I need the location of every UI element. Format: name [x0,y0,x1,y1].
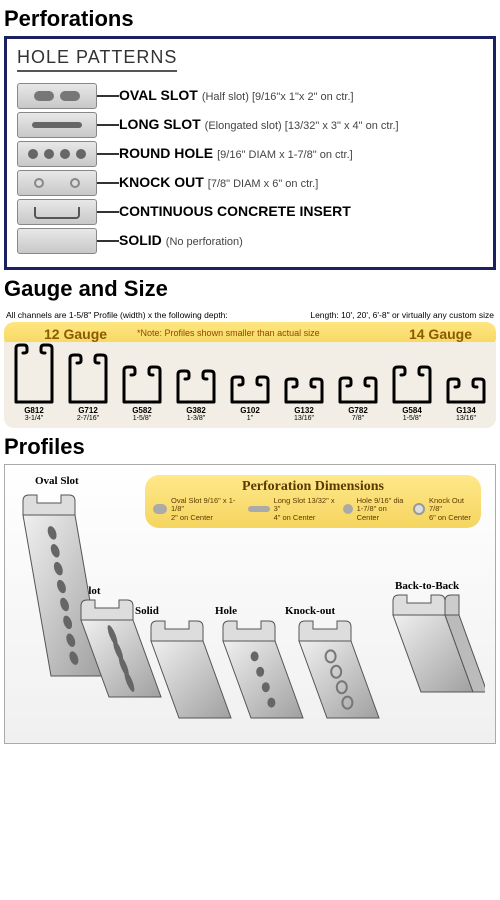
channel-icon [283,376,325,406]
gauge-intro: All channels are 1-5/8" Profile (width) … [0,306,500,322]
gauge-profile-code: G132 [280,406,328,415]
hole-pattern-row: CONTINUOUS CONCRETE INSERT [17,199,483,225]
gauge-profile-dim: 1" [226,415,274,422]
gauge-profile-code: G584 [388,406,436,415]
hole-pattern-dims: [9/16" DIAM x 1-7/8" on ctr.] [217,149,353,161]
hole-pattern-name: OVAL SLOT [119,87,198,103]
hole-pattern-sub: (Half slot) [202,91,252,103]
channel-icon [13,342,55,406]
channel-icon [445,376,487,406]
hole-pattern-row: OVAL SLOT (Half slot) [9/16"x 1"x 2" on c… [17,83,483,109]
hole-pattern-chip-long [17,112,97,138]
hole-pattern-name: LONG SLOT [119,116,201,132]
hole-pattern-chip-cci [17,199,97,225]
gauge-profile-dim: 1-5/8" [118,415,166,422]
hole-pattern-sub: (No perforation) [166,236,243,248]
hole-patterns-panel: HOLE PATTERNS OVAL SLOT (Half slot) [9/16… [4,36,496,270]
gauge-profile: G8123-1/4" [10,342,58,422]
hole-pattern-chip-solid [17,228,97,254]
gauge-profile: G1021" [226,374,274,422]
gauge-profile: G13213/16" [280,376,328,422]
hole-pattern-row: SOLID (No perforation) [17,228,483,254]
channel-icon [67,352,109,406]
hole-pattern-chip-oval [17,83,97,109]
profiles-panel: Perforation Dimensions Oval Slot 9/16" x… [4,464,496,744]
hole-pattern-chip-round [17,141,97,167]
gauge-profile-dim: 1-5/8" [388,415,436,422]
hole-pattern-name: ROUND HOLE [119,145,213,161]
gauge-note: *Note: Profiles shown smaller than actua… [137,328,320,338]
lead-line [97,182,119,184]
channel-icon [229,374,271,406]
lead-line [97,153,119,155]
gauge-profile: G13413/16" [442,376,490,422]
lead-line [97,95,119,97]
gauge-profile: G3821-3/8" [172,368,220,422]
gauge-12-label: 12 Gauge [44,326,107,342]
hole-pattern-name: SOLID [119,232,162,248]
hole-pattern-name: CONTINUOUS CONCRETE INSERT [119,203,351,219]
section-gauge-heading: Gauge and Size [4,276,500,302]
gauge-profile-code: G782 [334,406,382,415]
lead-line [97,124,119,126]
gauge-profile-dim: 3-1/4" [10,415,58,422]
channel-icon [337,375,379,406]
gauge-profile-code: G382 [172,406,220,415]
profiles-illustration [5,465,485,745]
gauge-profile-dim: 13/16" [442,415,490,422]
section-profiles-heading: Profiles [4,434,500,460]
gauge-profile: G7122-7/16" [64,352,112,422]
hole-pattern-row: KNOCK OUT [7/8" DIAM x 6" on ctr.] [17,170,483,196]
channel-icon [121,364,163,406]
lead-line [97,211,119,213]
gauge-14-label: 14 Gauge [409,326,472,342]
hole-patterns-title: HOLE PATTERNS [17,47,177,72]
gauge-profile-code: G812 [10,406,58,415]
gauge-profile-code: G134 [442,406,490,415]
gauge-intro-right: Length: 10', 20', 6'-8" or virtually any… [310,310,494,320]
gauge-profile-dim: 1-3/8" [172,415,220,422]
gauge-profile: G7827/8" [334,375,382,422]
gauge-profile-dim: 2-7/16" [64,415,112,422]
section-perforations-heading: Perforations [4,6,500,32]
gauge-profile-code: G102 [226,406,274,415]
hole-pattern-dims: [7/8" DIAM x 6" on ctr.] [208,178,319,190]
gauge-profiles-row: G8123-1/4"G7122-7/16"G5821-5/8"G3821-3/8… [4,342,496,428]
hole-pattern-chip-ko [17,170,97,196]
gauge-intro-left: All channels are 1-5/8" Profile (width) … [6,310,228,320]
hole-pattern-sub: (Elongated slot) [205,120,285,132]
gauge-profile: G5841-5/8" [388,364,436,422]
hole-pattern-row: LONG SLOT (Elongated slot) [13/32" x 3" x… [17,112,483,138]
gauge-profile: G5821-5/8" [118,364,166,422]
hole-pattern-name: KNOCK OUT [119,174,204,190]
channel-icon [391,364,433,406]
channel-icon [175,368,217,406]
hole-pattern-row: ROUND HOLE [9/16" DIAM x 1-7/8" on ctr.] [17,141,483,167]
gauge-profile-code: G582 [118,406,166,415]
lead-line [97,240,119,242]
hole-pattern-dims: [13/32" x 3" x 4" on ctr.] [285,120,399,132]
gauge-profile-code: G712 [64,406,112,415]
hole-pattern-dims: [9/16"x 1"x 2" on ctr.] [252,91,354,103]
gauge-profile-dim: 13/16" [280,415,328,422]
gauge-profile-dim: 7/8" [334,415,382,422]
